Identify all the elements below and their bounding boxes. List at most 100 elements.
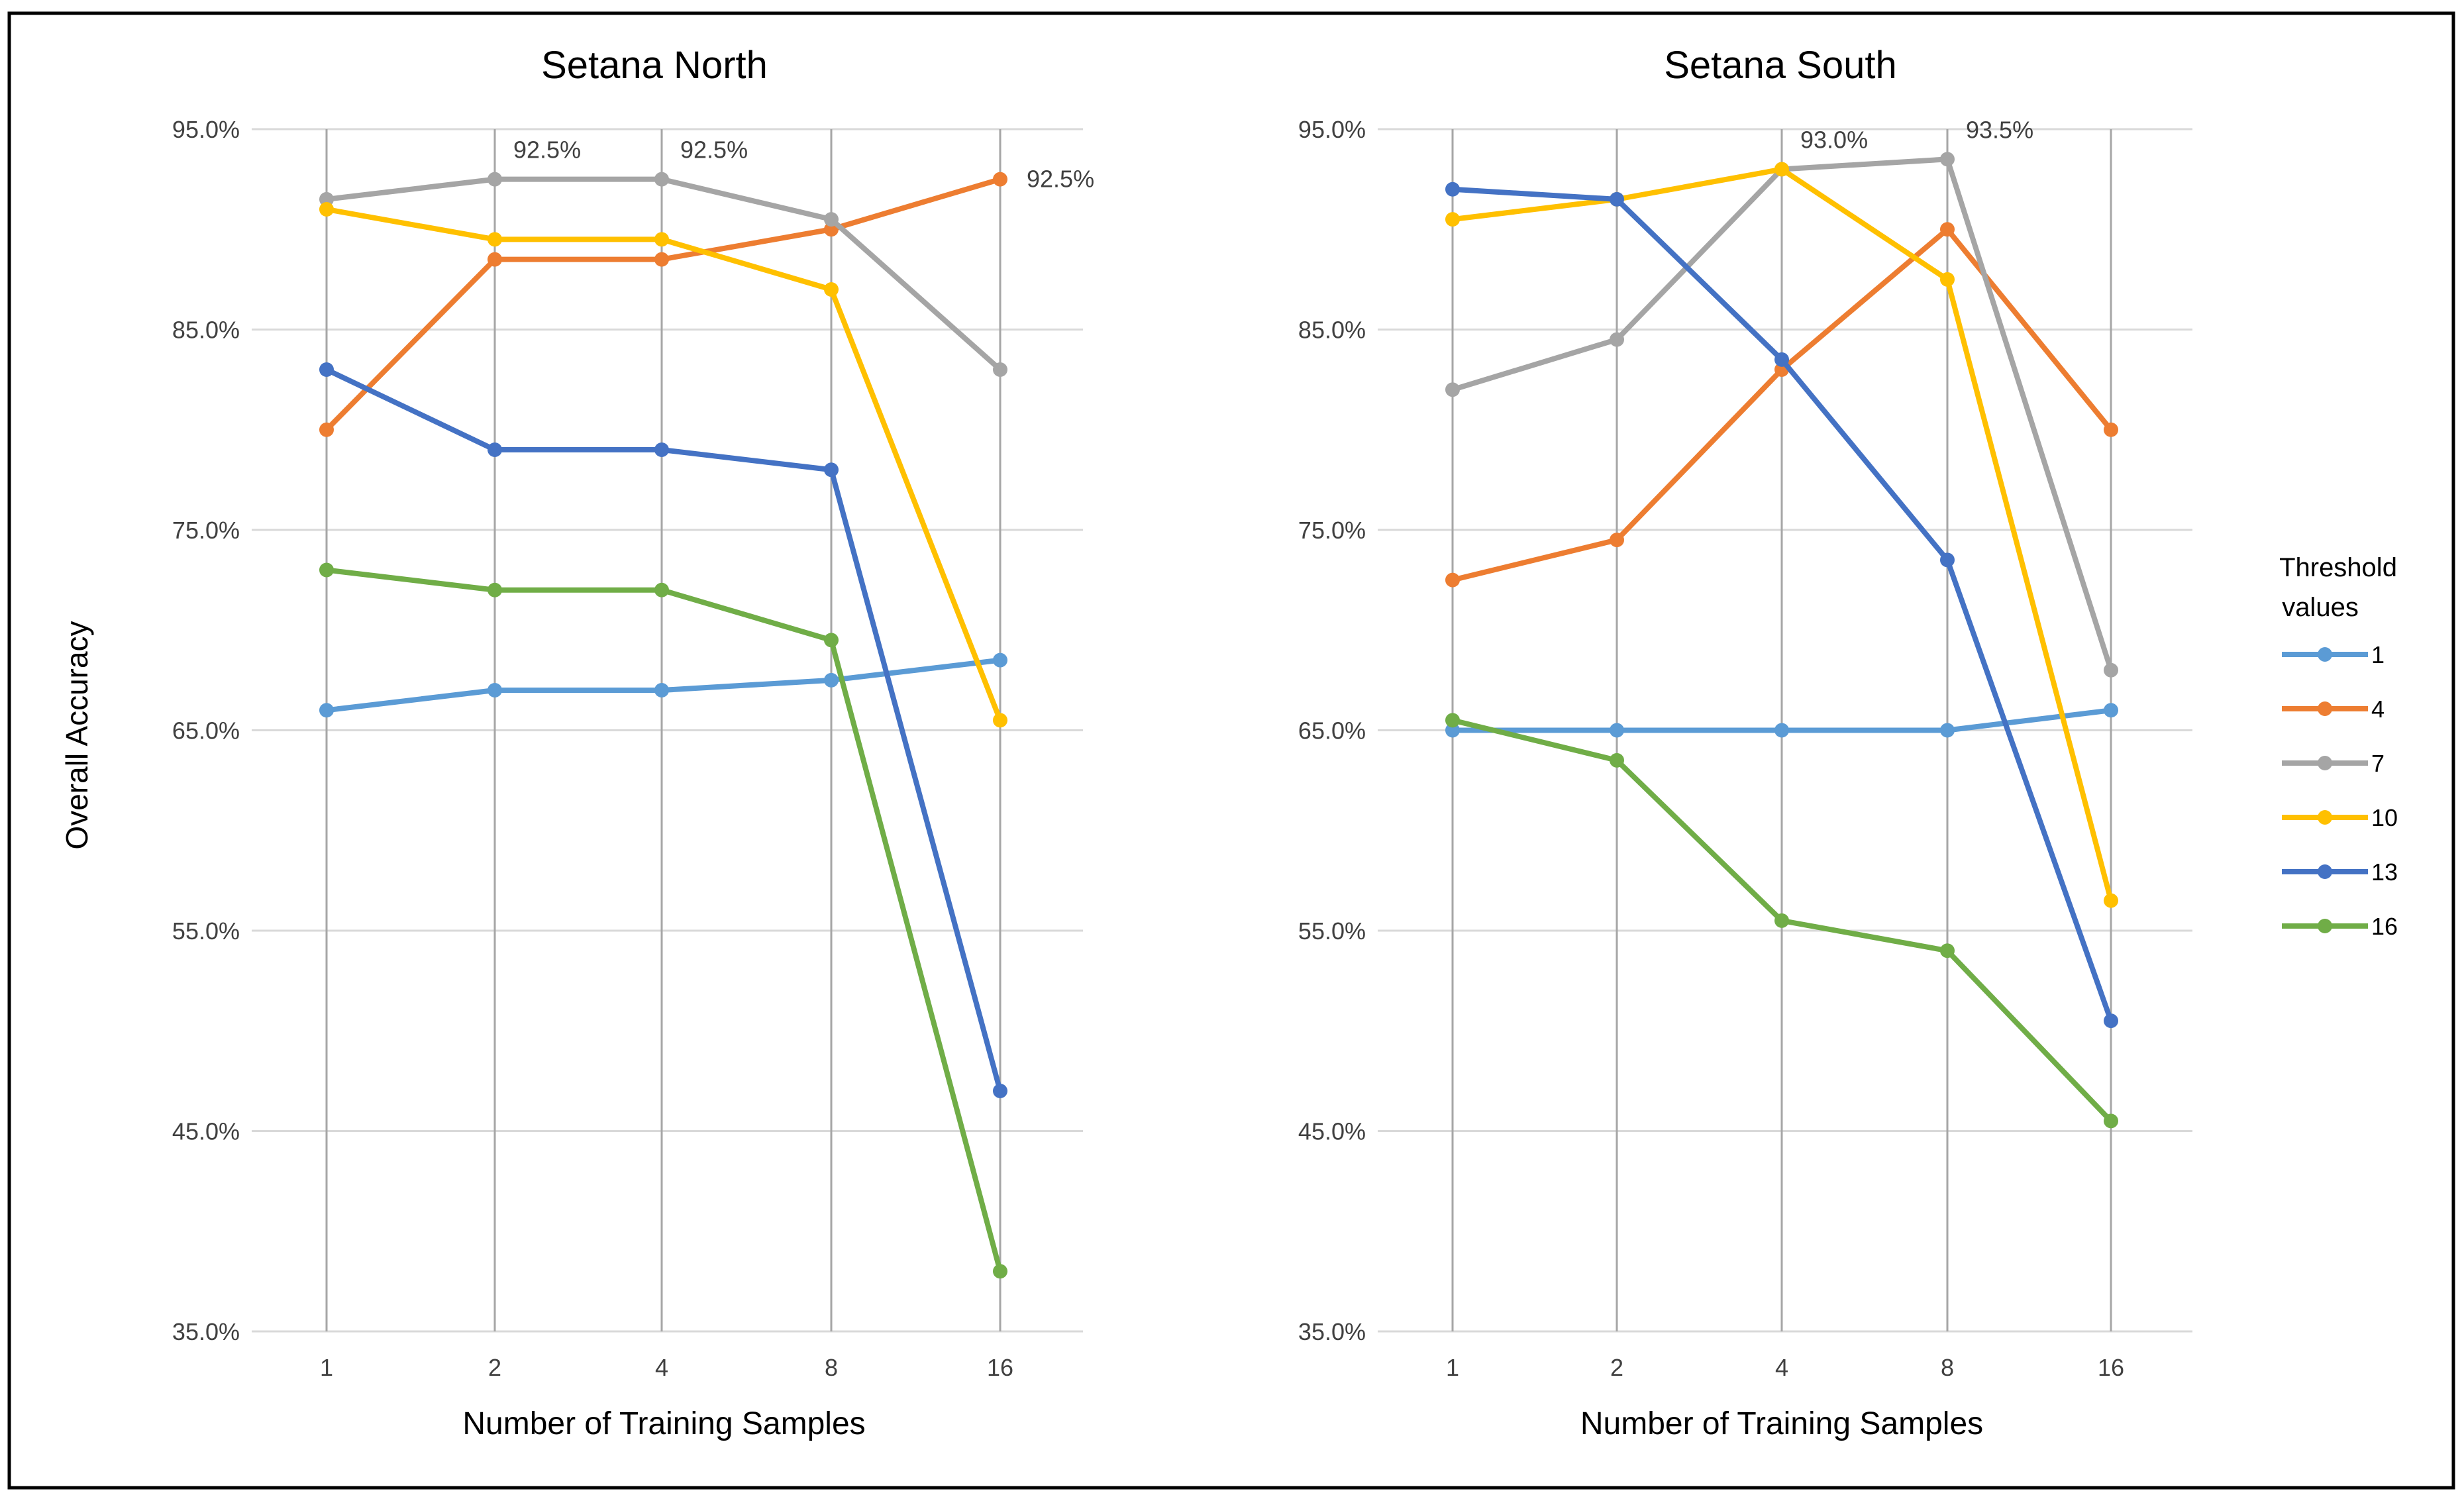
data-point-13 [1940,552,1955,568]
data-point-7 [1610,332,1624,347]
data-point-16 [654,582,669,597]
legend-label-1: 1 [2371,641,2385,668]
data-point-13 [1610,191,1624,207]
chart-setana-south: Setana South 35.0% 45.0% 55.0% 65.0% 75.0% 85.… [1298,44,2192,1441]
data-point-10 [993,713,1007,728]
data-point-13 [2104,1013,2118,1029]
y-tick-label: 85.0% [172,317,240,344]
data-point-7 [319,191,334,207]
legend-marker-4 [2318,701,2332,716]
data-point-1 [2104,703,2118,718]
y-tick-label: 75.0% [172,517,240,544]
data-point-7 [654,172,669,187]
data-label: 93.5% [1966,116,2033,143]
chart-setana-north: Setana North 35.0% 45.0% 55.0% 65.0% 75.0% 85.… [172,44,1094,1441]
data-point-10 [1445,212,1460,227]
data-point-10 [488,232,502,247]
y-tick-label: 35.0% [172,1318,240,1345]
y-tick-label: 55.0% [1298,917,1366,945]
data-point-4 [1940,222,1955,237]
data-point-4 [319,422,334,437]
x-tick-label: 16 [2098,1354,2124,1381]
data-point-16 [488,582,502,597]
data-point-16 [1445,713,1460,728]
data-point-10 [824,282,839,297]
x-tick-label: 1 [1446,1354,1459,1381]
legend-label-7: 7 [2371,750,2385,777]
chart-title: Setana South [1664,44,1897,87]
data-point-1 [824,672,839,688]
y-tick-label: 45.0% [1298,1118,1366,1145]
data-point-13 [993,1084,1007,1098]
data-point-7 [2104,662,2118,678]
x-axis-title: Number of Training Samples [1580,1406,1983,1441]
data-point-4 [993,172,1007,187]
data-point-13 [488,442,502,457]
data-point-4 [1610,533,1624,548]
x-axis-title: Number of Training Samples [462,1406,865,1441]
y-tick-label: 65.0% [172,717,240,745]
y-tick-label: 95.0% [1298,116,1366,143]
data-point-7 [993,362,1007,377]
data-point-1 [993,652,1007,668]
data-label: 92.5% [513,136,581,164]
figure-border [7,11,2455,1490]
legend-marker-13 [2318,864,2332,879]
legend-marker-7 [2318,756,2332,770]
legend-title-line2: values [2282,593,2359,622]
data-point-4 [2104,422,2118,437]
data-point-7 [824,212,839,227]
data-point-4 [1445,572,1460,588]
data-point-16 [1610,752,1624,768]
data-point-1 [1940,723,1955,738]
data-label: 92.5% [680,136,748,164]
data-point-10 [1940,272,1955,287]
data-point-16 [993,1264,1007,1279]
legend: Threshold values 1 4 7 10 13 16 [2279,553,2398,940]
data-point-7 [1940,152,1955,167]
data-point-13 [1445,181,1460,197]
y-tick-label: 75.0% [1298,517,1366,544]
y-tick-label: 85.0% [1298,317,1366,344]
data-point-16 [319,562,334,578]
x-tick-label: 4 [655,1354,668,1381]
data-point-10 [654,232,669,247]
chart-title: Setana North [541,44,768,87]
data-point-1 [488,683,502,697]
data-label: 92.5% [1027,166,1094,193]
x-tick-label: 4 [1775,1354,1788,1381]
data-point-10 [1774,162,1789,177]
legend-label-16: 16 [2371,913,2398,940]
x-tick-label: 16 [987,1354,1013,1381]
data-point-13 [1774,352,1789,367]
legend-marker-1 [2318,647,2332,662]
legend-marker-16 [2318,919,2332,933]
y-tick-label: 35.0% [1298,1318,1366,1345]
data-point-16 [2104,1113,2118,1129]
data-point-1 [1610,723,1624,738]
x-tick-label: 2 [1610,1354,1623,1381]
data-point-7 [488,172,502,187]
data-point-1 [1445,723,1460,738]
legend-marker-10 [2318,810,2332,825]
x-tick-label: 1 [320,1354,333,1381]
data-point-10 [2104,893,2118,908]
y-axis-title: Overall Accuracy [60,621,94,849]
data-point-13 [654,442,669,457]
y-tick-label: 65.0% [1298,717,1366,745]
data-point-4 [654,252,669,267]
y-tick-label: 95.0% [172,116,240,143]
data-point-1 [654,683,669,697]
data-point-1 [319,703,334,718]
x-tick-label: 8 [1941,1354,1954,1381]
data-point-1 [1774,723,1789,738]
data-point-16 [1774,913,1789,928]
y-tick-label: 45.0% [172,1118,240,1145]
legend-title-line1: Threshold [2279,553,2397,582]
y-tick-label: 55.0% [172,917,240,945]
legend-label-4: 4 [2371,696,2385,723]
data-point-10 [319,202,334,217]
x-tick-label: 2 [488,1354,501,1381]
data-point-16 [824,633,839,648]
